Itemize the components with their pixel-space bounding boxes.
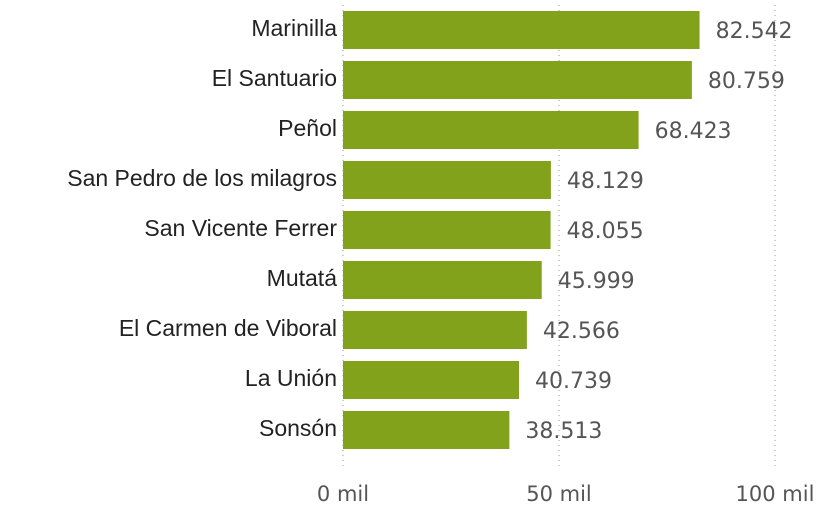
y-tick-label: San Pedro de los milagros <box>67 165 337 191</box>
y-tick-label: San Vicente Ferrer <box>144 215 337 241</box>
bar <box>343 211 551 249</box>
bar <box>343 111 639 149</box>
value-label: 38.513 <box>525 419 602 444</box>
x-tick-label: 0 mil <box>317 482 369 506</box>
y-tick-label: El Carmen de Viboral <box>119 315 337 341</box>
x-tick-label: 100 mil <box>736 482 815 506</box>
y-tick-label: Sonsón <box>259 415 337 441</box>
value-label: 82.542 <box>716 19 793 44</box>
value-label: 48.055 <box>567 219 644 244</box>
bar <box>343 161 551 199</box>
bar <box>343 361 519 399</box>
value-label: 42.566 <box>543 319 620 344</box>
y-tick-label: Peñol <box>278 115 337 141</box>
y-tick-label: El Santuario <box>212 65 337 91</box>
y-tick-label: La Unión <box>245 365 337 391</box>
y-tick-label: Marinilla <box>251 15 337 41</box>
bar <box>343 261 542 299</box>
x-tick-label: 50 mil <box>526 482 592 506</box>
y-tick-label: Mutatá <box>267 265 338 291</box>
bar <box>343 61 692 99</box>
bar <box>343 311 527 349</box>
bar <box>343 11 700 49</box>
value-label: 80.759 <box>708 69 785 94</box>
value-label: 68.423 <box>655 119 732 144</box>
value-label: 48.129 <box>567 169 644 194</box>
bar <box>343 411 510 449</box>
value-label: 45.999 <box>558 269 635 294</box>
value-label: 40.739 <box>535 369 612 394</box>
